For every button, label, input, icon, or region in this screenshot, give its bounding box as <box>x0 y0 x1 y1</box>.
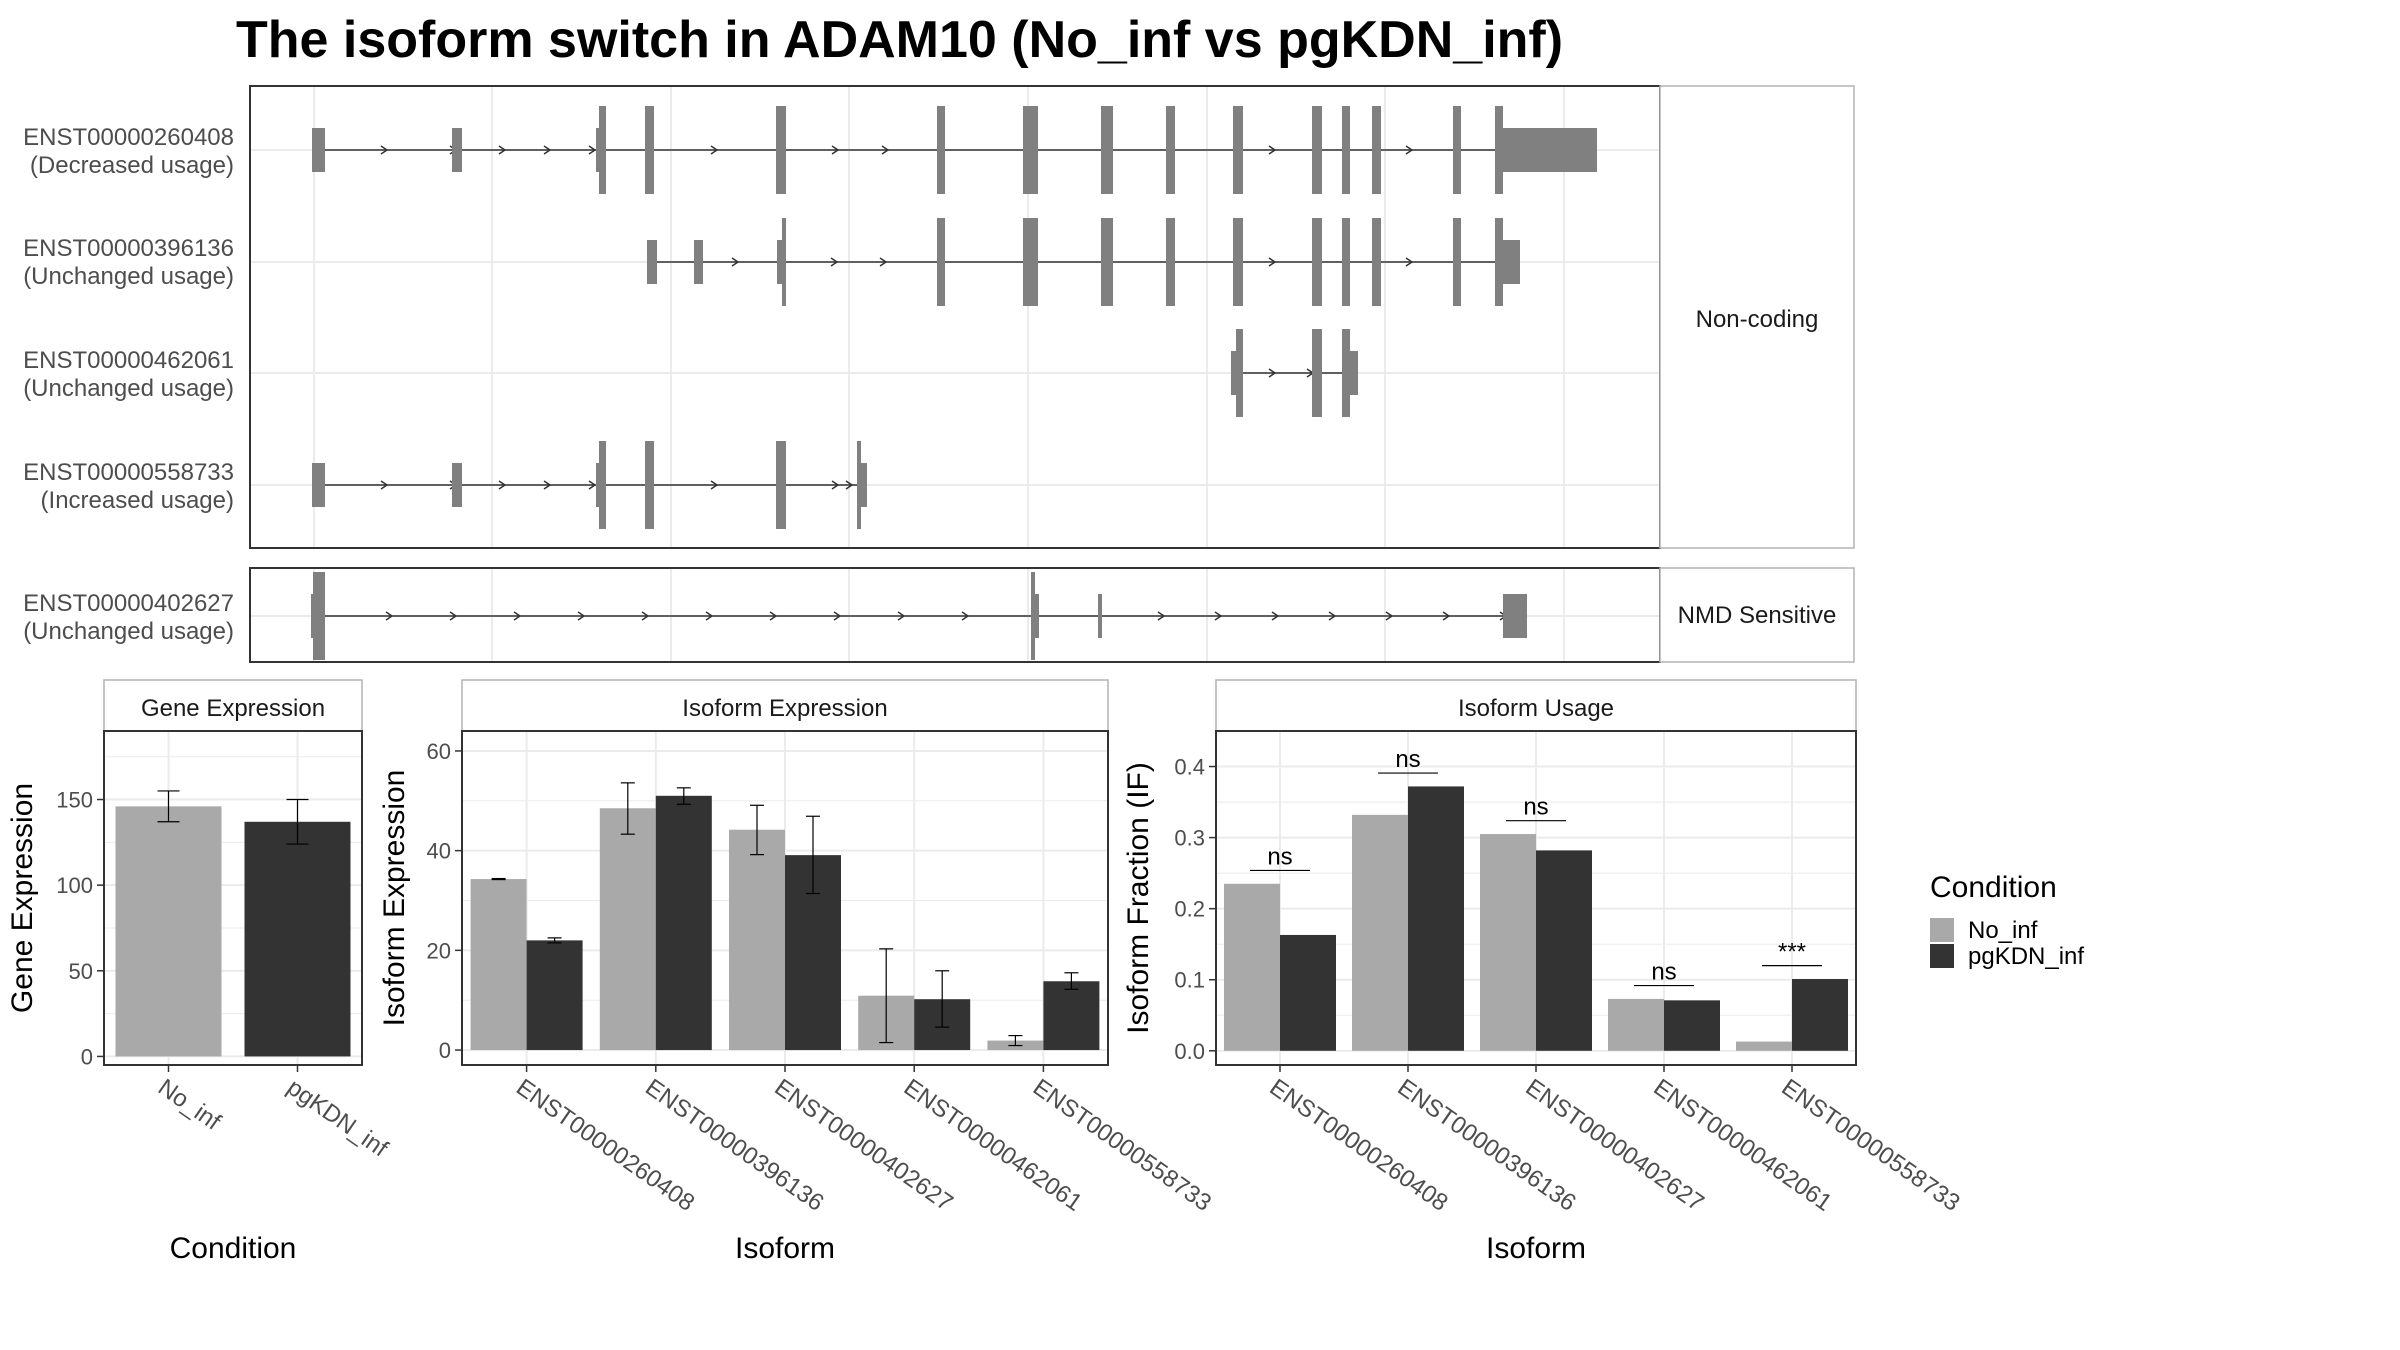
y-tick-label: 60 <box>427 739 451 764</box>
y-axis-title: Isoform Fraction (IF) <box>1122 762 1155 1034</box>
bar <box>655 795 712 1051</box>
transcript-label-id: ENST00000462061 <box>23 347 234 374</box>
figure-title: The isoform switch in ADAM10 (No_inf vs … <box>236 11 1563 69</box>
bar <box>1408 786 1464 1051</box>
transcript-track-396136 <box>647 218 1520 306</box>
panel-strip <box>1215 679 1857 732</box>
transcript-track-558733 <box>312 441 867 529</box>
y-tick-label: 50 <box>69 959 93 984</box>
y-tick-label: 0.1 <box>1174 968 1205 993</box>
y-tick-label: 0 <box>439 1038 451 1063</box>
isoform-usage-chart: Isoform Usagensnsnsns***0.00.10.20.30.4E… <box>1122 679 1965 1265</box>
y-tick-label: 0.3 <box>1174 826 1205 851</box>
transcript-label-id: ENST00000396136 <box>23 235 234 262</box>
significance-label: ns <box>1267 843 1292 870</box>
transcript-label-usage: (Decreased usage) <box>30 152 234 179</box>
bar <box>1480 834 1536 1051</box>
bar <box>1736 1041 1792 1051</box>
legend-title: Condition <box>1930 871 2057 904</box>
significance-label: ns <box>1523 794 1548 821</box>
transcript-track-402627 <box>311 572 1527 660</box>
bar <box>526 940 583 1051</box>
y-tick-label: 0.0 <box>1174 1039 1205 1064</box>
facet-strip-noncoding <box>1659 85 1855 549</box>
facet-label-noncoding: Non-coding <box>1696 306 1819 333</box>
x-axis-title: Isoform <box>1486 1232 1586 1265</box>
bar <box>1664 1000 1720 1051</box>
transcript-label-id: ENST00000260408 <box>23 124 234 151</box>
y-tick-label: 150 <box>56 788 93 813</box>
transcript-label-usage: (Unchanged usage) <box>23 375 234 402</box>
exon-blocks <box>647 218 1520 306</box>
transcript-label-id: ENST00000402627 <box>23 590 234 617</box>
transcript-label-usage: (Unchanged usage) <box>23 263 234 290</box>
legend-swatch-pgkdn-inf <box>1930 944 1954 968</box>
bar <box>1608 998 1664 1051</box>
legend-label-pgkdn-inf: pgKDN_inf <box>1968 943 2084 970</box>
transcript-label-id: ENST00000558733 <box>23 459 234 486</box>
exon-blocks <box>312 106 1597 194</box>
legend-swatch-no-inf <box>1930 918 1954 942</box>
intron-direction-arrows <box>731 257 1414 267</box>
significance-label: *** <box>1778 939 1806 966</box>
bar <box>244 821 351 1057</box>
panel-title: Gene Expression <box>141 695 325 722</box>
significance-label: ns <box>1395 746 1420 773</box>
y-tick-label: 0 <box>81 1044 93 1069</box>
bar <box>115 806 222 1057</box>
x-tick-label: pgKDN_inf <box>282 1074 393 1163</box>
panel-title: Isoform Usage <box>1458 695 1614 722</box>
facet-label-nmd: NMD Sensitive <box>1678 602 1837 629</box>
transcript-label-usage: (Increased usage) <box>41 487 234 514</box>
transcript-track-462061 <box>1231 329 1358 417</box>
y-tick-label: 40 <box>427 839 451 864</box>
bar <box>1792 979 1848 1051</box>
transcript-track-260408 <box>312 106 1597 194</box>
x-axis-title: Isoform <box>735 1232 835 1265</box>
bar <box>1224 883 1280 1051</box>
isoform-expression-chart: Isoform Expression0204060ENST00000260408… <box>378 679 1216 1265</box>
x-tick-label: No_inf <box>153 1074 226 1136</box>
x-axis-title: Condition <box>170 1232 297 1265</box>
y-tick-label: 20 <box>427 938 451 963</box>
bar <box>1536 850 1592 1051</box>
y-tick-label: 0.4 <box>1174 755 1205 780</box>
exon-blocks <box>1231 329 1358 417</box>
bar <box>1280 934 1336 1051</box>
transcript-labels: ENST00000260408 (Decreased usage) ENST00… <box>23 124 234 645</box>
legend-label-no-inf: No_inf <box>1968 917 2038 944</box>
panel-frame <box>103 730 363 1066</box>
exon-blocks <box>312 441 867 529</box>
facet-strip-nmd <box>1659 567 1855 663</box>
panel-title: Isoform Expression <box>682 695 887 722</box>
panel-strip <box>103 679 363 732</box>
y-tick-label: 0.2 <box>1174 897 1205 922</box>
significance-label: ns <box>1651 959 1676 986</box>
y-tick-label: 100 <box>56 873 93 898</box>
structure-panel: Non-coding NMD Sensitive ENST00000260408… <box>23 85 1855 663</box>
gene-expression-chart: Gene Expression 0 50 100 150 No_inf pgKDN_inf G… <box>6 679 393 1265</box>
intron-direction-arrows <box>385 611 1508 621</box>
y-axis-title: Gene Expression <box>6 783 39 1013</box>
bar <box>599 808 656 1051</box>
panel-strip <box>461 679 1109 732</box>
legend: Condition No_inf pgKDN_inf <box>1930 871 2084 970</box>
transcript-label-usage: (Unchanged usage) <box>23 618 234 645</box>
structure-grid <box>250 86 1660 662</box>
bar <box>1043 981 1100 1051</box>
bar <box>1352 814 1408 1051</box>
bar <box>470 879 527 1051</box>
exon-blocks <box>311 572 1527 660</box>
bar <box>729 829 785 1051</box>
y-axis-title: Isoform Expression <box>378 770 411 1027</box>
